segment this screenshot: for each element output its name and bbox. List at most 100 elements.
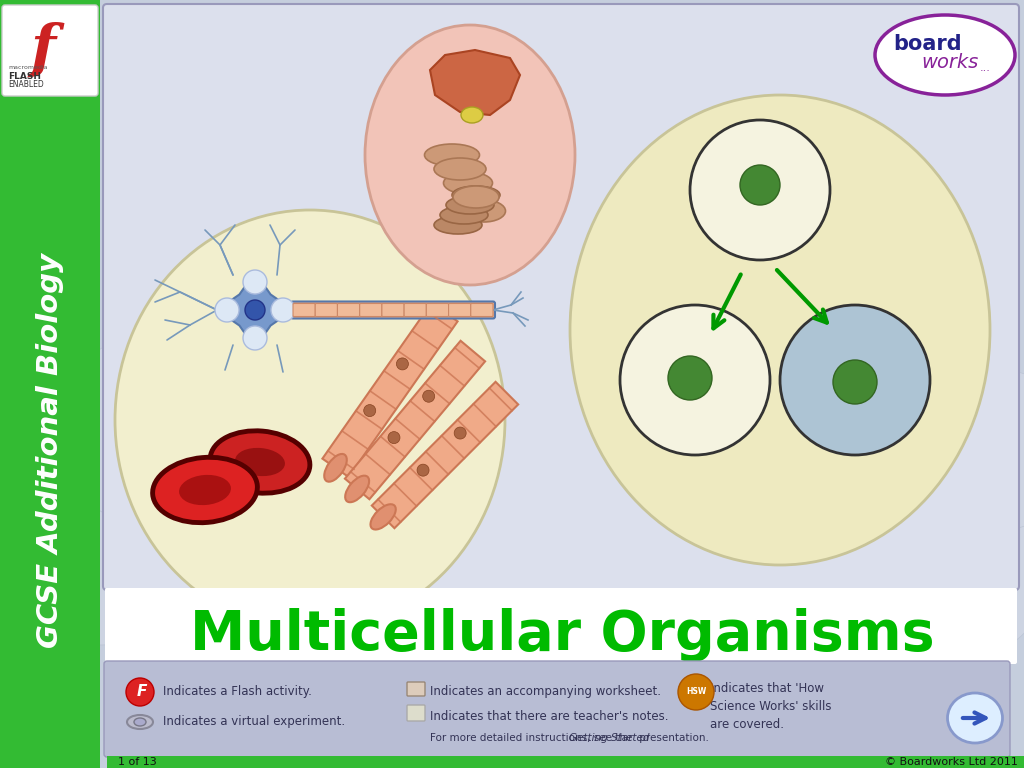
Ellipse shape: [760, 370, 1000, 610]
Text: For more detailed instructions, see the: For more detailed instructions, see the: [430, 733, 636, 743]
Text: Indicates that 'How
Science Works' skills
are covered.: Indicates that 'How Science Works' skill…: [710, 682, 831, 731]
Ellipse shape: [874, 15, 1015, 95]
Ellipse shape: [153, 457, 257, 523]
Ellipse shape: [115, 210, 505, 630]
Ellipse shape: [360, 450, 560, 650]
Ellipse shape: [463, 200, 506, 222]
Text: F: F: [137, 684, 147, 700]
Ellipse shape: [130, 550, 270, 690]
Text: Getting Started: Getting Started: [569, 733, 649, 743]
Circle shape: [243, 326, 267, 350]
FancyBboxPatch shape: [449, 303, 471, 316]
Ellipse shape: [610, 370, 890, 650]
Text: f: f: [30, 22, 55, 78]
FancyBboxPatch shape: [471, 303, 493, 316]
Ellipse shape: [236, 448, 285, 476]
Text: board: board: [894, 34, 963, 54]
Circle shape: [740, 165, 780, 205]
Circle shape: [833, 360, 877, 404]
Circle shape: [271, 298, 295, 322]
Ellipse shape: [570, 95, 990, 565]
Polygon shape: [217, 272, 293, 348]
Text: Indicates a virtual experiment.: Indicates a virtual experiment.: [163, 715, 345, 728]
FancyBboxPatch shape: [407, 682, 425, 696]
Ellipse shape: [210, 431, 310, 493]
Polygon shape: [0, 0, 100, 768]
Circle shape: [417, 464, 429, 476]
Circle shape: [690, 120, 830, 260]
FancyBboxPatch shape: [103, 4, 1019, 590]
Text: Indicates that there are teacher's notes.: Indicates that there are teacher's notes…: [430, 710, 669, 723]
Ellipse shape: [179, 475, 231, 505]
FancyBboxPatch shape: [315, 303, 338, 316]
Ellipse shape: [371, 505, 396, 529]
Ellipse shape: [325, 454, 347, 482]
FancyBboxPatch shape: [104, 661, 1010, 757]
Text: 1 of 13: 1 of 13: [118, 757, 157, 767]
Text: © Boardworks Ltd 2011: © Boardworks Ltd 2011: [885, 757, 1018, 767]
Ellipse shape: [15, 475, 185, 645]
Ellipse shape: [440, 206, 488, 224]
Ellipse shape: [446, 196, 494, 214]
Text: FLASH: FLASH: [8, 72, 41, 81]
Ellipse shape: [425, 535, 575, 685]
Ellipse shape: [725, 505, 915, 695]
Circle shape: [245, 300, 265, 320]
Ellipse shape: [600, 510, 760, 670]
Polygon shape: [372, 382, 518, 528]
Circle shape: [396, 358, 409, 370]
Ellipse shape: [485, 425, 715, 655]
Ellipse shape: [947, 693, 1002, 743]
Ellipse shape: [434, 216, 482, 234]
Ellipse shape: [50, 350, 310, 610]
Text: presentation.: presentation.: [636, 733, 709, 743]
Circle shape: [215, 298, 239, 322]
Circle shape: [126, 678, 154, 706]
Ellipse shape: [345, 475, 369, 502]
FancyBboxPatch shape: [404, 303, 426, 316]
Ellipse shape: [134, 718, 146, 726]
Ellipse shape: [870, 480, 1024, 660]
Text: macromedia: macromedia: [8, 65, 47, 70]
Ellipse shape: [365, 25, 575, 285]
Polygon shape: [106, 756, 1024, 768]
Ellipse shape: [461, 107, 483, 123]
Polygon shape: [345, 341, 485, 499]
Circle shape: [620, 305, 770, 455]
Ellipse shape: [453, 186, 499, 208]
Circle shape: [388, 432, 400, 444]
Text: Multicellular Organisms: Multicellular Organisms: [189, 608, 934, 662]
Ellipse shape: [127, 715, 153, 729]
FancyBboxPatch shape: [293, 303, 315, 316]
Polygon shape: [323, 303, 458, 477]
Ellipse shape: [434, 158, 486, 180]
Text: HSW: HSW: [686, 687, 707, 697]
Circle shape: [678, 674, 714, 710]
Circle shape: [780, 305, 930, 455]
Circle shape: [243, 270, 267, 294]
Polygon shape: [430, 50, 520, 115]
Text: Indicates an accompanying worksheet.: Indicates an accompanying worksheet.: [430, 685, 662, 698]
Text: ENABLED: ENABLED: [8, 80, 44, 89]
Text: GCSE Additional Biology: GCSE Additional Biology: [36, 253, 65, 647]
FancyBboxPatch shape: [338, 303, 359, 316]
Text: ...: ...: [980, 63, 991, 73]
Circle shape: [455, 427, 466, 439]
FancyBboxPatch shape: [291, 302, 495, 319]
FancyBboxPatch shape: [426, 303, 449, 316]
Ellipse shape: [210, 420, 430, 640]
Circle shape: [364, 405, 376, 416]
Circle shape: [423, 390, 434, 402]
FancyBboxPatch shape: [407, 705, 425, 721]
Ellipse shape: [425, 144, 479, 166]
FancyBboxPatch shape: [359, 303, 382, 316]
Text: works: works: [922, 54, 979, 72]
FancyBboxPatch shape: [2, 5, 98, 96]
Ellipse shape: [920, 370, 1024, 530]
Text: Indicates a Flash activity.: Indicates a Flash activity.: [163, 685, 312, 698]
FancyBboxPatch shape: [382, 303, 404, 316]
Ellipse shape: [443, 172, 493, 194]
Ellipse shape: [55, 335, 245, 525]
FancyBboxPatch shape: [105, 588, 1017, 664]
Circle shape: [668, 356, 712, 400]
